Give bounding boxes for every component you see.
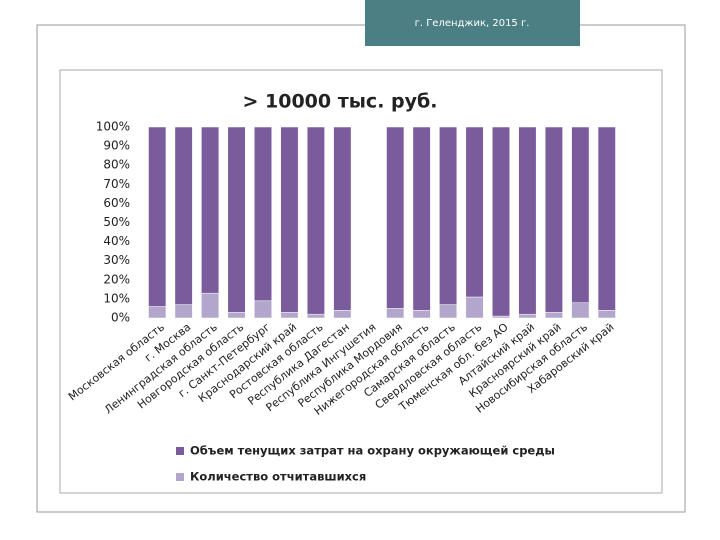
y-tick-label: 50% <box>103 215 130 229</box>
y-tick-label: 10% <box>103 291 130 305</box>
bar-segment <box>148 306 167 319</box>
header-box <box>365 0 580 46</box>
bar-segment <box>386 308 405 319</box>
y-tick-label: 30% <box>103 253 130 267</box>
bar-segment <box>254 300 272 319</box>
y-tick-label: 70% <box>103 177 130 191</box>
legend-swatch <box>176 473 184 481</box>
bar-segment <box>333 126 352 311</box>
bar-segment <box>412 126 431 311</box>
bar-segment <box>333 310 352 319</box>
bar-segment <box>492 315 510 319</box>
bar-segment <box>544 126 563 313</box>
y-tick-label: 80% <box>103 158 130 172</box>
bar-segment <box>439 304 458 319</box>
bar-segment <box>254 126 272 302</box>
bar-segment <box>227 312 246 319</box>
bar-segment <box>439 126 458 305</box>
bar-segment <box>597 310 616 319</box>
legend-label: Количество отчитавшихся <box>190 470 366 484</box>
header-text: г. Геленджик, 2015 г. <box>415 18 530 29</box>
y-tick-label: 60% <box>103 196 130 210</box>
bar-segment <box>412 310 431 319</box>
bar-segment <box>518 126 537 315</box>
legend-swatch <box>176 447 184 455</box>
bar-segment <box>306 313 325 319</box>
y-tick-label: 20% <box>103 272 130 286</box>
bar-segment <box>280 126 299 313</box>
bar-segment <box>465 126 484 298</box>
bar-segment <box>174 126 193 305</box>
bar-segment <box>571 302 590 319</box>
bar-segment <box>201 126 220 294</box>
bar-segment <box>597 126 616 311</box>
bar-segment <box>544 312 563 319</box>
y-tick-label: 90% <box>103 139 130 153</box>
bar-segment <box>306 126 325 315</box>
bar-segment <box>492 126 510 317</box>
y-tick-label: 100% <box>96 120 130 134</box>
bar-segment <box>518 313 537 319</box>
legend-label: Объем тенущих затрат на охрану окружающе… <box>190 444 555 458</box>
bar-segment <box>280 312 299 319</box>
y-tick-label: 0% <box>111 311 130 325</box>
bar-segment <box>201 292 220 319</box>
bar-segment <box>174 304 193 319</box>
bar-segment <box>386 126 405 309</box>
bar-segment <box>227 126 246 313</box>
chart-title: > 10000 тыс. руб. <box>242 91 437 113</box>
bar-segment <box>465 296 484 319</box>
y-tick-label: 40% <box>103 234 130 248</box>
bar-segment <box>571 126 590 303</box>
bar-segment <box>148 126 167 307</box>
